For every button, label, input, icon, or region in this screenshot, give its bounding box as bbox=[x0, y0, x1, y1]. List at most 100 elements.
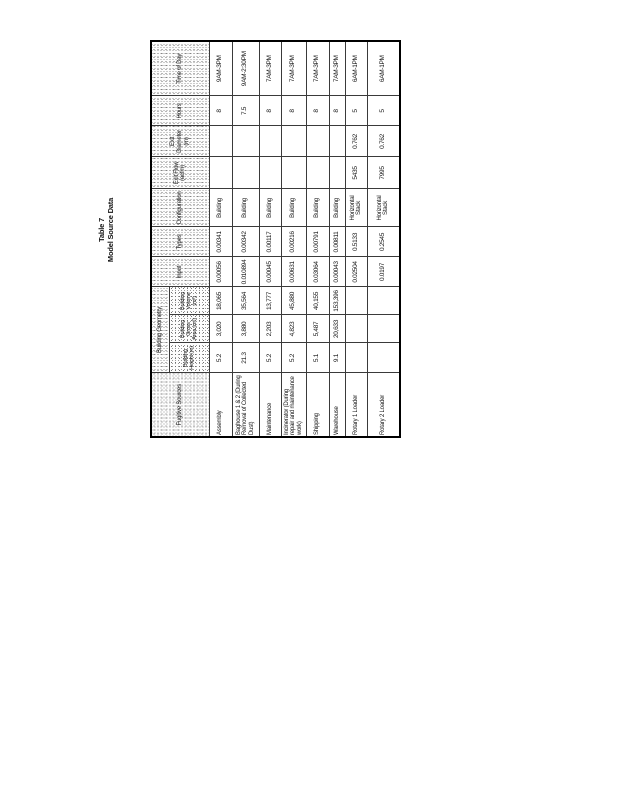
cell-input: 0.00045 bbox=[259, 256, 281, 287]
cell-configuration: Building bbox=[281, 188, 306, 227]
cell-exit-flow: 5435 bbox=[345, 156, 367, 189]
table-row: Shipping 5.1 5,487 40,155 0.03064 0.0079… bbox=[306, 40, 329, 437]
rotated-table-region: Fugitive Sources Building Geometry Input… bbox=[150, 39, 401, 438]
cell-configuration: Building bbox=[329, 188, 345, 227]
header-building-gross-area: Building Gross Area (m²) bbox=[169, 315, 209, 343]
cell-input: 0.00056 bbox=[209, 256, 232, 287]
cell-time-of-day: 9AM-2:30PM bbox=[232, 40, 259, 96]
cell-exit-diameter bbox=[259, 125, 281, 157]
cell-height: 21.3 bbox=[232, 343, 259, 373]
cell-types: 0.00117 bbox=[259, 226, 281, 257]
cell-hours: 8 bbox=[259, 95, 281, 126]
cell-source: Rotary 2 Loader bbox=[367, 373, 400, 437]
cell-time-of-day: 7AM-3PM bbox=[259, 40, 281, 96]
cell-time-of-day: 7AM-3PM bbox=[281, 40, 306, 96]
cell-source: Incinerator (During repair and maintenan… bbox=[281, 373, 306, 437]
table-row: Warehouse 9.1 20,633 153,396 0.00043 0.0… bbox=[329, 40, 345, 437]
cell-area: 4,823 bbox=[281, 315, 306, 343]
cell-area: 20,633 bbox=[329, 315, 345, 343]
header-building-height: Building Height (m) bbox=[169, 343, 209, 373]
cell-source: Assembly bbox=[209, 373, 232, 437]
header-hours: Hours bbox=[151, 95, 209, 126]
cell-configuration: Building bbox=[232, 188, 259, 227]
cell-input: 0.00631 bbox=[281, 256, 306, 287]
cell-height: 5.2 bbox=[259, 343, 281, 373]
header-exit-flow: Exit Flow (acfm) bbox=[151, 156, 209, 189]
cell-volume: 45,880 bbox=[281, 286, 306, 315]
table-title-rotated: Table 7 Model Source Data bbox=[97, 192, 127, 268]
cell-types: 0.00341 bbox=[209, 226, 232, 257]
table-body: Assembly 5.2 3,020 18,065 0.00056 0.0034… bbox=[209, 40, 400, 437]
table-number: Table 7 bbox=[97, 218, 106, 242]
cell-time-of-day: 9AM-3PM bbox=[209, 40, 232, 96]
cell-configuration: Building bbox=[259, 188, 281, 227]
model-source-data-table-rotated: Fugitive Sources Building Geometry Input… bbox=[150, 39, 401, 438]
cell-time-of-day: 7AM-3PM bbox=[329, 40, 345, 96]
cell-height: 5.2 bbox=[209, 343, 232, 373]
table-header: Fugitive Sources Building Geometry Input… bbox=[151, 40, 209, 437]
cell-height: 5.2 bbox=[281, 343, 306, 373]
cell-input: 0.02504 bbox=[345, 256, 367, 287]
cell-area: 2,203 bbox=[259, 315, 281, 343]
cell-configuration: Building bbox=[209, 188, 232, 227]
table-row: Maintenance 5.2 2,203 13,777 0.00045 0.0… bbox=[259, 40, 281, 437]
model-source-data-table: Fugitive Sources Building Geometry Input… bbox=[150, 39, 401, 438]
cell-types: 0.5133 bbox=[345, 226, 367, 257]
cell-time-of-day: 6AM-1PM bbox=[345, 40, 367, 96]
table-row: Rotary 1 Loader 0.02504 0.5133 Horizonta… bbox=[345, 40, 367, 437]
cell-exit-diameter bbox=[329, 125, 345, 157]
cell-volume bbox=[367, 286, 400, 315]
cell-source: Rotary 1 Loader bbox=[345, 373, 367, 437]
header-configuration: Configuration bbox=[151, 188, 209, 227]
cell-source: Shipping bbox=[306, 373, 329, 437]
cell-exit-diameter: 0.762 bbox=[345, 125, 367, 157]
cell-exit-diameter bbox=[306, 125, 329, 157]
cell-volume: 35,564 bbox=[232, 286, 259, 315]
cell-area bbox=[345, 315, 367, 343]
cell-exit-flow bbox=[281, 156, 306, 189]
cell-height bbox=[367, 343, 400, 373]
header-types: Types bbox=[151, 226, 209, 257]
table-row: Rotary 2 Loader 0.0197 0.2545 Horizontal… bbox=[367, 40, 400, 437]
header-input: Input bbox=[151, 256, 209, 287]
cell-volume: 153,396 bbox=[329, 286, 345, 315]
cell-volume: 40,155 bbox=[306, 286, 329, 315]
cell-volume bbox=[345, 286, 367, 315]
cell-time-of-day: 6AM-1PM bbox=[367, 40, 400, 96]
cell-area: 3,880 bbox=[232, 315, 259, 343]
cell-hours: 5 bbox=[367, 95, 400, 126]
cell-input: 0.010894 bbox=[232, 256, 259, 287]
cell-exit-diameter bbox=[281, 125, 306, 157]
header-building-geometry: Building Geometry bbox=[151, 286, 169, 373]
table-row: Baghouse 1 & 2 (During Removal of Collec… bbox=[232, 40, 259, 437]
cell-volume: 18,065 bbox=[209, 286, 232, 315]
cell-input: 0.00043 bbox=[329, 256, 345, 287]
cell-hours: 7.5 bbox=[232, 95, 259, 126]
cell-types: 0.00791 bbox=[306, 226, 329, 257]
cell-height bbox=[345, 343, 367, 373]
cell-source: Baghouse 1 & 2 (During Removal of Collec… bbox=[232, 373, 259, 437]
cell-input: 0.0197 bbox=[367, 256, 400, 287]
cell-types: 0.00216 bbox=[281, 226, 306, 257]
table-row: Incinerator (During repair and maintenan… bbox=[281, 40, 306, 437]
cell-exit-flow bbox=[259, 156, 281, 189]
cell-input: 0.03064 bbox=[306, 256, 329, 287]
cell-configuration: Horizontal Stack bbox=[367, 188, 400, 227]
cell-area: 3,020 bbox=[209, 315, 232, 343]
cell-exit-flow bbox=[209, 156, 232, 189]
cell-source: Warehouse bbox=[329, 373, 345, 437]
cell-exit-diameter bbox=[209, 125, 232, 157]
cell-time-of-day: 7AM-3PM bbox=[306, 40, 329, 96]
table-title-block: Table 7 Model Source Data bbox=[97, 192, 127, 268]
cell-exit-diameter: 0.762 bbox=[367, 125, 400, 157]
cell-exit-flow bbox=[306, 156, 329, 189]
cell-types: 0.2545 bbox=[367, 226, 400, 257]
cell-exit-diameter bbox=[232, 125, 259, 157]
cell-exit-flow bbox=[329, 156, 345, 189]
header-building-volume: Building Volume (m³) bbox=[169, 286, 209, 315]
cell-hours: 8 bbox=[209, 95, 232, 126]
header-fugitive-sources: Fugitive Sources bbox=[151, 373, 209, 437]
cell-types: 0.00811 bbox=[329, 226, 345, 257]
cell-source: Maintenance bbox=[259, 373, 281, 437]
